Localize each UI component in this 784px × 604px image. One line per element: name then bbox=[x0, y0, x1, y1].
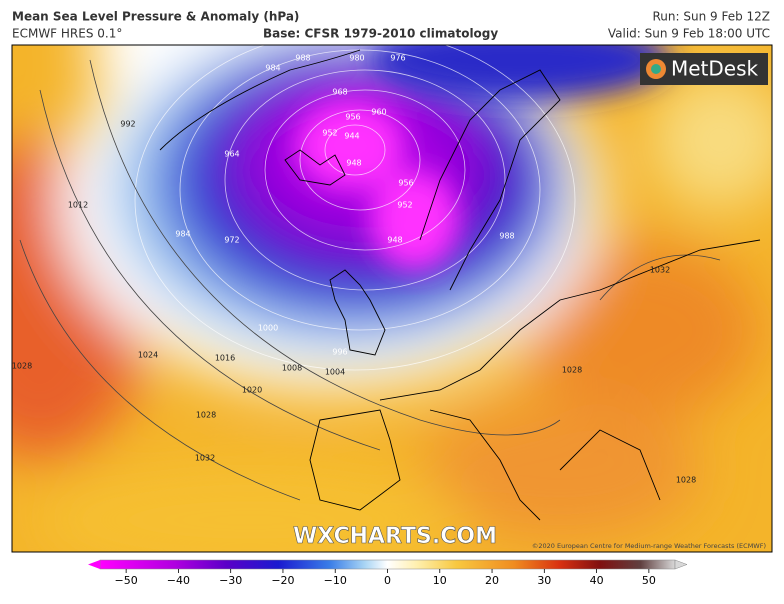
isobar-label: 1020 bbox=[242, 386, 262, 395]
isobar-label: 1004 bbox=[325, 368, 345, 377]
isobar-label: 1008 bbox=[282, 364, 302, 373]
colorbar-ramp bbox=[99, 559, 676, 570]
colorbar-tick-label: 40 bbox=[590, 574, 604, 587]
isobar-label: 952 bbox=[397, 201, 412, 210]
title: Mean Sea Level Pressure & Anomaly (hPa) bbox=[12, 10, 299, 24]
map: 984 988 980 976 968 960 956 952 944 948 964 956 952 9… bbox=[12, 45, 772, 552]
isobar-label: 1028 bbox=[12, 362, 32, 371]
model: ECMWF HRES 0.1° bbox=[12, 27, 122, 41]
isobar-label: 968 bbox=[332, 88, 347, 97]
colorbar-min-arrow bbox=[88, 560, 100, 569]
base: Base: CFSR 1979-2010 climatology bbox=[263, 27, 498, 41]
colorbar-tick-label: 10 bbox=[433, 574, 447, 587]
isobar-label: 1012 bbox=[68, 201, 88, 210]
colorbar-tick-label: 20 bbox=[485, 574, 499, 587]
isobar-label: 948 bbox=[346, 159, 361, 168]
isobar-label: 992 bbox=[120, 120, 135, 129]
isobar-label: 988 bbox=[295, 54, 310, 63]
isobar-label: 1028 bbox=[676, 476, 696, 485]
valid: Valid: Sun 9 Feb 18:00 UTC bbox=[608, 27, 770, 41]
isobar-label: 984 bbox=[175, 230, 190, 239]
isobar-label: 980 bbox=[349, 54, 364, 63]
isobar-label: 976 bbox=[390, 54, 405, 63]
isobar-label: 956 bbox=[398, 179, 413, 188]
isobar-label: 1032 bbox=[195, 454, 215, 463]
run: Run: Sun 9 Feb 12Z bbox=[652, 10, 770, 24]
colorbar-tick-label: −20 bbox=[271, 574, 294, 587]
isobar-label: 996 bbox=[332, 348, 347, 357]
isobar-label: 988 bbox=[499, 232, 514, 241]
colorbar-tick-label: −40 bbox=[167, 574, 190, 587]
isobar-label: 1028 bbox=[196, 411, 216, 420]
isobar-label: 956 bbox=[345, 113, 360, 122]
isobar-label: 1032 bbox=[650, 266, 670, 275]
colorbar-tick-label: −10 bbox=[324, 574, 347, 587]
isobar-label: 972 bbox=[224, 236, 239, 245]
watermark: WXCHARTS.COM bbox=[293, 524, 497, 549]
isobar-label: 1028 bbox=[562, 366, 582, 375]
colorbar-tick-label: 30 bbox=[537, 574, 551, 587]
colorbar-max-arrow bbox=[674, 559, 688, 570]
logo-text: MetDesk bbox=[671, 57, 759, 81]
isobar-label: 952 bbox=[322, 129, 337, 138]
map-frame bbox=[11, 44, 773, 553]
copyright: ©2020 European Centre for Medium-range W… bbox=[532, 542, 766, 550]
isobar-label: 1016 bbox=[215, 354, 235, 363]
colorbar-tick-label: 50 bbox=[642, 574, 656, 587]
colorbar-tick-label: 0 bbox=[384, 574, 391, 587]
colorbar-tick-label: −50 bbox=[115, 574, 138, 587]
logo-icon-inner bbox=[651, 64, 661, 74]
isobar-label: 964 bbox=[224, 150, 239, 159]
isobar-label: 948 bbox=[387, 236, 402, 245]
colorbar: −50 −40 −30 −20 −10 0 10 20 30 40 50 bbox=[88, 559, 688, 587]
colorbar-tick-label: −30 bbox=[219, 574, 242, 587]
isobar-label: 984 bbox=[265, 64, 280, 73]
isobars-outer bbox=[19, 59, 721, 501]
coastlines bbox=[159, 49, 761, 521]
isobar-label: 960 bbox=[371, 108, 386, 117]
isobar-label: 1024 bbox=[138, 351, 158, 360]
isobar-label: 944 bbox=[344, 132, 359, 141]
isobar-label: 1000 bbox=[258, 324, 278, 333]
